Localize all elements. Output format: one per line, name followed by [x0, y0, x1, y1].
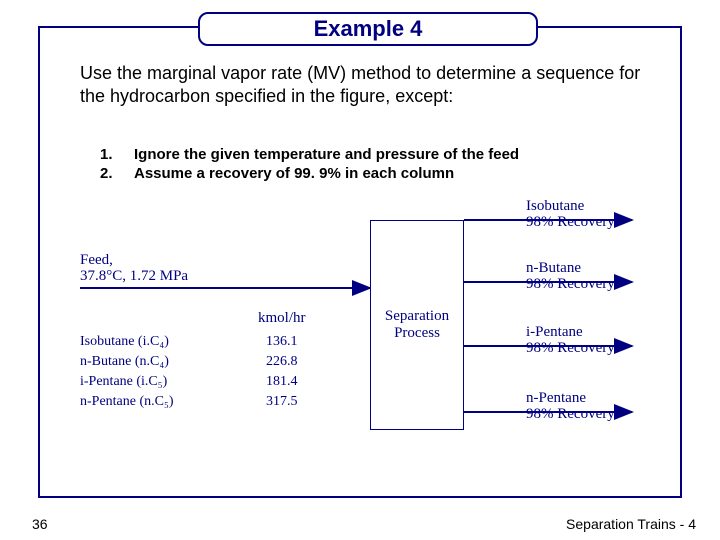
- condition-number: 1.: [100, 146, 134, 163]
- condition-row: 1. Ignore the given temperature and pres…: [100, 146, 640, 163]
- flow-header: kmol/hr: [258, 310, 306, 327]
- product-name: n-Pentane: [526, 390, 586, 407]
- component-name: n-Pentane (n.C₅): [80, 394, 174, 409]
- feed-label-line2: 37.8°C, 1.72 MPa: [80, 268, 188, 285]
- component-name: i-Pentane (i.C₅): [80, 374, 167, 389]
- slide: Example 4 Use the marginal vapor rate (M…: [0, 0, 720, 540]
- conditions-list: 1. Ignore the given temperature and pres…: [100, 146, 640, 184]
- condition-text: Ignore the given temperature and pressur…: [134, 146, 640, 163]
- component-name: n-Butane (n.C₄): [80, 354, 169, 369]
- component-name: Isobutane (i.C₄): [80, 334, 169, 349]
- condition-row: 2. Assume a recovery of 99. 9% in each c…: [100, 165, 640, 182]
- page-number: 36: [32, 516, 48, 532]
- slide-title: Example 4: [198, 12, 538, 46]
- component-flow: 181.4: [266, 374, 298, 389]
- separation-figure: Feed, 37.8°C, 1.72 MPa kmol/hr Isobutane…: [60, 196, 664, 490]
- component-flow: 226.8: [266, 354, 298, 369]
- product-recovery: 98% Recovery: [526, 340, 615, 357]
- component-flow: 317.5: [266, 394, 298, 409]
- product-recovery: 98% Recovery: [526, 406, 615, 423]
- prompt-text: Use the marginal vapor rate (MV) method …: [80, 62, 650, 107]
- condition-text: Assume a recovery of 99. 9% in each colu…: [134, 165, 640, 182]
- product-name: i-Pentane: [526, 324, 583, 341]
- product-recovery: 98% Recovery: [526, 276, 615, 293]
- product-recovery: 98% Recovery: [526, 214, 615, 231]
- footer-text: Separation Trains - 4: [566, 516, 696, 532]
- separation-process-box: SeparationProcess: [370, 220, 464, 430]
- slide-frame: Example 4 Use the marginal vapor rate (M…: [38, 26, 682, 498]
- condition-number: 2.: [100, 165, 134, 182]
- product-name: n-Butane: [526, 260, 581, 277]
- product-name: Isobutane: [526, 198, 584, 215]
- feed-label-line1: Feed,: [80, 252, 113, 269]
- component-flow: 136.1: [266, 334, 298, 349]
